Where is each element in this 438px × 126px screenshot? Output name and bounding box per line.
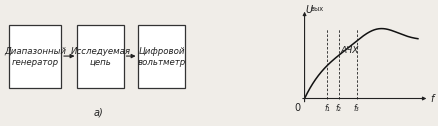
Text: f: f: [431, 94, 434, 104]
Text: АЧХ: АЧХ: [341, 46, 359, 55]
FancyBboxPatch shape: [9, 25, 61, 88]
Text: U: U: [306, 5, 313, 15]
Text: Цифровой
вольтметр: Цифровой вольтметр: [138, 47, 186, 67]
FancyBboxPatch shape: [138, 25, 185, 88]
Text: а): а): [93, 107, 103, 117]
Text: f₃: f₃: [354, 104, 360, 113]
Text: f₁: f₁: [325, 104, 330, 113]
Text: Исследуемая
цепь: Исследуемая цепь: [71, 47, 131, 67]
Text: вых: вых: [311, 6, 324, 12]
Text: Диапазонный
генератор: Диапазонный генератор: [4, 47, 66, 67]
Text: 0: 0: [294, 103, 300, 113]
Text: f₂: f₂: [336, 104, 341, 113]
FancyBboxPatch shape: [78, 25, 124, 88]
